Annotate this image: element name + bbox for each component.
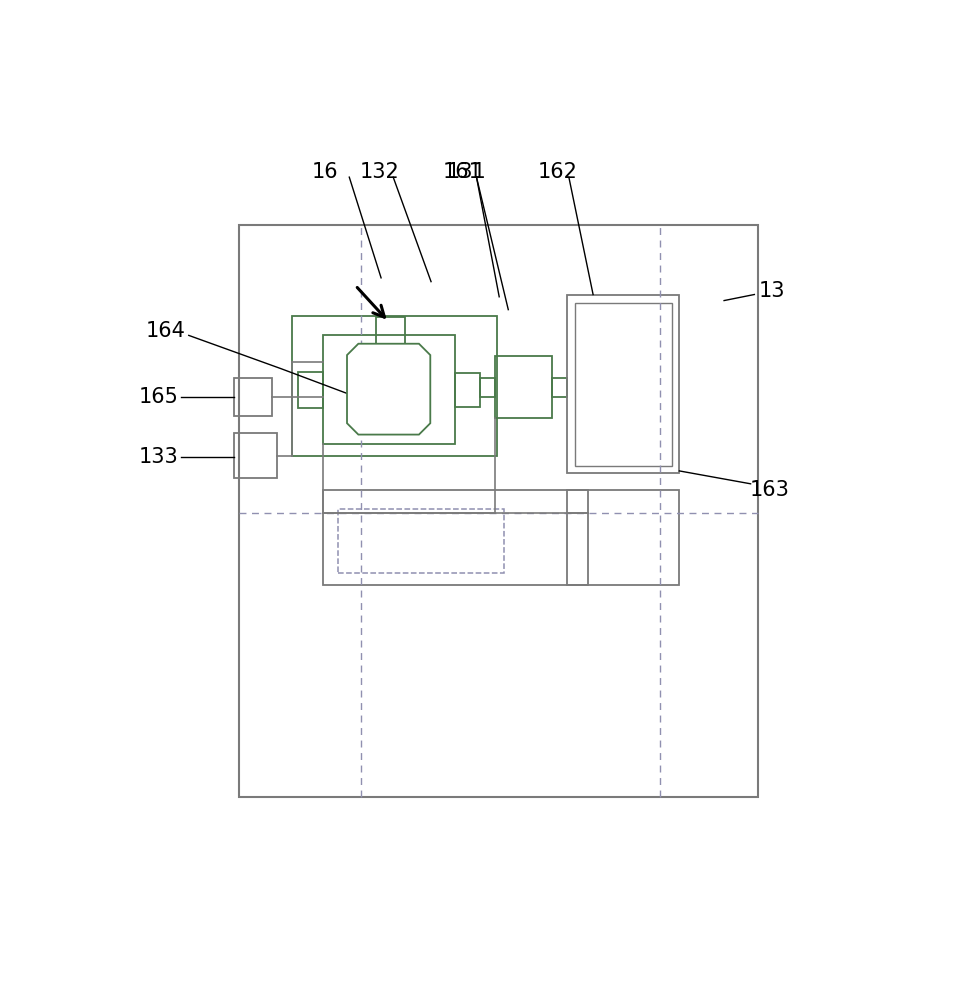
Polygon shape bbox=[347, 344, 430, 435]
Bar bbox=[568, 490, 679, 585]
Text: 13: 13 bbox=[758, 281, 786, 301]
Bar bbox=[322, 335, 455, 444]
Text: 165: 165 bbox=[139, 387, 179, 407]
Bar bbox=[552, 378, 568, 397]
Bar bbox=[234, 378, 272, 416]
Bar bbox=[234, 433, 277, 478]
Text: 16: 16 bbox=[312, 162, 338, 182]
Bar bbox=[574, 303, 672, 466]
Text: 163: 163 bbox=[749, 480, 789, 500]
Bar bbox=[298, 372, 322, 408]
Text: 133: 133 bbox=[139, 447, 179, 467]
Text: 164: 164 bbox=[147, 321, 186, 341]
Text: 161: 161 bbox=[443, 162, 483, 182]
Bar bbox=[239, 225, 758, 797]
Bar bbox=[322, 490, 588, 585]
Bar bbox=[292, 316, 497, 456]
Text: 131: 131 bbox=[446, 162, 487, 182]
Bar bbox=[568, 295, 679, 473]
Bar bbox=[495, 356, 552, 418]
Bar bbox=[338, 509, 504, 573]
Bar bbox=[376, 317, 404, 346]
Bar bbox=[481, 378, 495, 397]
Bar bbox=[455, 373, 481, 407]
Text: 132: 132 bbox=[360, 162, 400, 182]
Text: 162: 162 bbox=[537, 162, 577, 182]
